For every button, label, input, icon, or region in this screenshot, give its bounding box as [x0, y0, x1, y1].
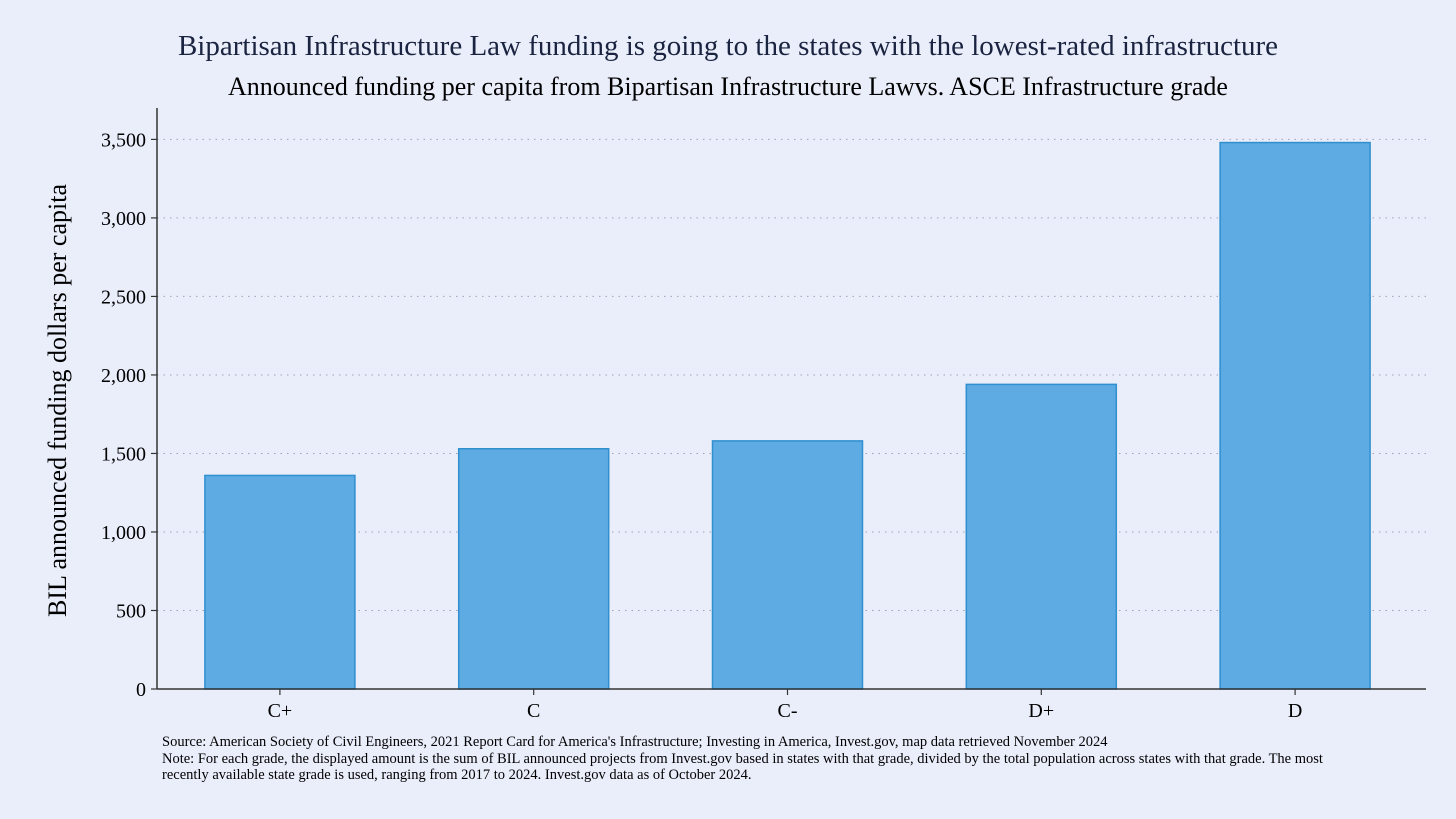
- x-tick-label: C: [527, 700, 540, 722]
- y-tick-label: 3,000: [101, 208, 146, 230]
- x-tick-label: D+: [1028, 700, 1054, 722]
- y-axis-label: BIL announced funding dollars per capita: [43, 184, 72, 617]
- chart-title: Bipartisan Infrastructure Law funding is…: [177, 30, 1279, 62]
- y-tick-label: 500: [116, 600, 146, 622]
- bar: [457, 447, 610, 690]
- x-tick-label: C-: [778, 700, 798, 722]
- y-tick-label: 1,500: [101, 443, 146, 465]
- bar: [204, 474, 356, 690]
- y-tick-label: 3,500: [101, 129, 146, 151]
- methodology-note: Note: For each grade, the displayed amou…: [162, 750, 1323, 784]
- source-note: Source: American Society of Civil Engine…: [162, 734, 1108, 750]
- y-tick-label: 1,000: [101, 522, 146, 544]
- bar: [711, 440, 864, 690]
- bar: [965, 383, 1118, 690]
- y-tick-label: 0: [136, 679, 146, 701]
- chart-notes: Source: American Society of Civil Engine…: [162, 734, 1362, 784]
- y-tick-label: 2,500: [101, 286, 146, 308]
- x-tick-label: C+: [268, 700, 293, 722]
- chart-subtitle: Announced funding per capita from Bipart…: [228, 72, 1228, 101]
- bar: [1219, 141, 1371, 690]
- y-tick-label: 2,000: [101, 365, 146, 387]
- x-tick-label: D: [1288, 700, 1302, 722]
